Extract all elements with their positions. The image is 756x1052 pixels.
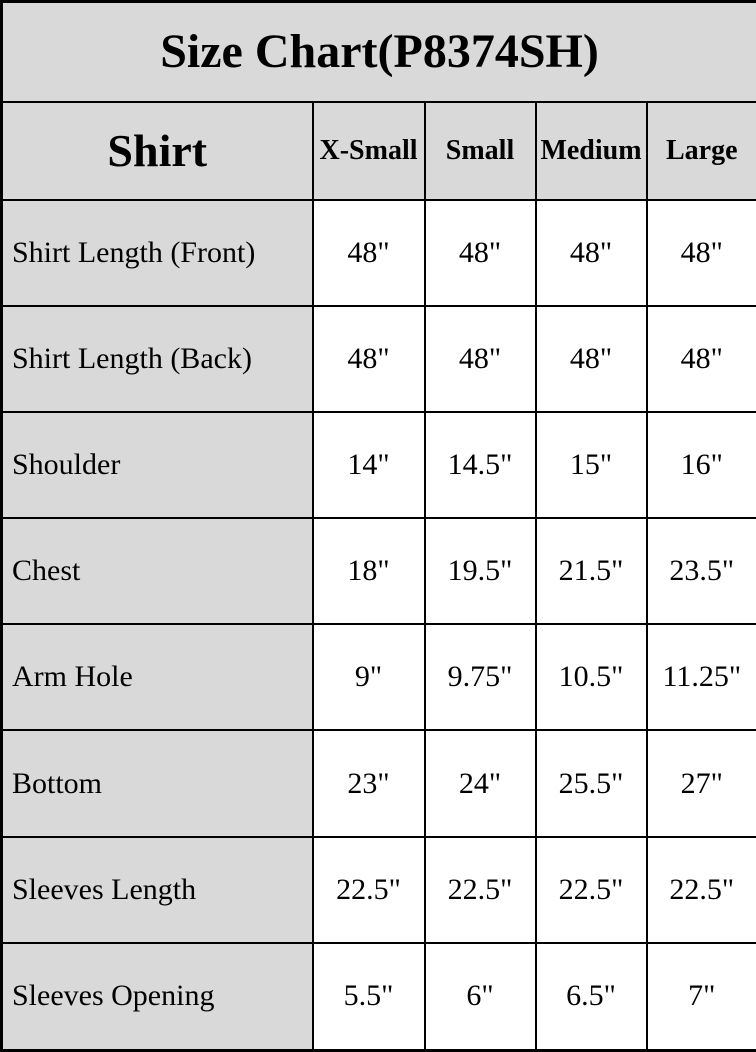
value-cell: 48" [534, 198, 648, 307]
value-cell: 25.5" [534, 729, 648, 838]
value-cell: 48" [423, 304, 537, 413]
table-row-chest: Chest 18" 19.5" 21.5" 23.5" [0, 517, 756, 626]
table-row-shirt-length-back: Shirt Length (Back) 48" 48" 48" 48" [0, 304, 756, 413]
table-row-sleeves-opening: Sleeves Opening 5.5" 6" 6.5" 7" [0, 941, 756, 1052]
value-cell: 23" [311, 729, 426, 838]
row-label: Shirt Length (Front) [0, 198, 314, 307]
size-header-medium: Medium [534, 100, 648, 201]
value-cell: 22.5" [423, 835, 537, 944]
value-cell: 5.5" [311, 941, 426, 1052]
value-cell: 10.5" [534, 623, 648, 732]
value-cell: 48" [311, 198, 426, 307]
value-cell: 22.5" [645, 835, 756, 944]
row-label: Arm Hole [0, 623, 314, 732]
table-row-bottom: Bottom 23" 24" 25.5" 27" [0, 729, 756, 838]
size-header-large: Large [645, 100, 756, 201]
value-cell: 24" [423, 729, 537, 838]
row-label: Sleeves Length [0, 835, 314, 944]
value-cell: 14.5" [423, 410, 537, 520]
row-label: Shirt Length (Back) [0, 304, 314, 413]
value-cell: 16" [645, 410, 756, 520]
value-cell: 48" [645, 304, 756, 413]
value-cell: 18" [311, 517, 426, 626]
value-cell: 6" [423, 941, 537, 1052]
size-header-xsmall: X-Small [311, 100, 426, 201]
value-cell: 21.5" [534, 517, 648, 626]
row-label: Chest [0, 517, 314, 626]
value-cell: 27" [645, 729, 756, 838]
value-cell: 6.5" [534, 941, 648, 1052]
value-cell: 9" [311, 623, 426, 732]
size-header-row: Shirt X-Small Small Medium Large [0, 100, 756, 201]
value-cell: 48" [423, 198, 537, 307]
value-cell: 48" [311, 304, 426, 413]
value-cell: 9.75" [423, 623, 537, 732]
value-cell: 22.5" [534, 835, 648, 944]
value-cell: 23.5" [645, 517, 756, 626]
row-label: Sleeves Opening [0, 941, 314, 1052]
value-cell: 48" [534, 304, 648, 413]
value-cell: 15" [534, 410, 648, 520]
size-header-small: Small [423, 100, 537, 201]
title-row: Size Chart(P8374SH) [0, 0, 756, 103]
value-cell: 7" [645, 941, 756, 1052]
product-header: Shirt [0, 100, 314, 201]
row-label: Shoulder [0, 410, 314, 520]
value-cell: 22.5" [311, 835, 426, 944]
table-row-sleeves-length: Sleeves Length 22.5" 22.5" 22.5" 22.5" [0, 835, 756, 944]
table-row-arm-hole: Arm Hole 9" 9.75" 10.5" 11.25" [0, 623, 756, 732]
value-cell: 11.25" [645, 623, 756, 732]
table-row-shoulder: Shoulder 14" 14.5" 15" 16" [0, 410, 756, 520]
table-row-shirt-length-front: Shirt Length (Front) 48" 48" 48" 48" [0, 198, 756, 307]
row-label: Bottom [0, 729, 314, 838]
value-cell: 48" [645, 198, 756, 307]
value-cell: 19.5" [423, 517, 537, 626]
value-cell: 14" [311, 410, 426, 520]
chart-title: Size Chart(P8374SH) [0, 0, 756, 103]
